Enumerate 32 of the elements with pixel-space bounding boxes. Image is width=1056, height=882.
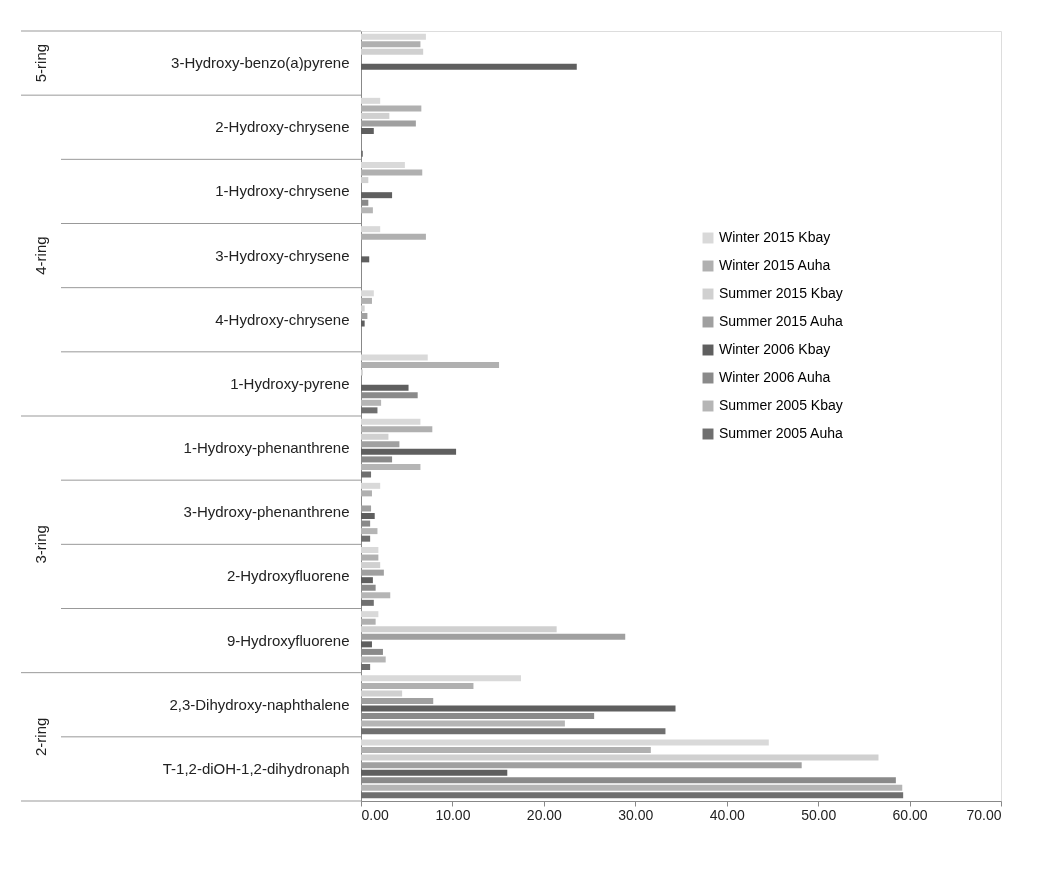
legend-label: Winter 2015 Kbay <box>719 229 831 245</box>
legend-label: Summer 2015 Kbay <box>719 285 843 301</box>
x-tick-label: 0.00 <box>361 806 389 823</box>
x-tick-label: 50.00 <box>801 806 837 823</box>
legend-label: Summer 2015 Auha <box>719 313 843 329</box>
y-tick-label: 2,3-Dihydroxy-naphthalene <box>169 695 350 713</box>
y-tick-label: 3-Hydroxy-phenanthrene <box>183 503 350 521</box>
legend-label: Winter 2015 Auha <box>719 257 831 273</box>
text: 5-ring <box>32 43 49 83</box>
y-tick-label: 3-Hydroxy-chrysene <box>215 246 350 264</box>
text: 2-ring <box>32 717 49 757</box>
legend-label: Winter 2006 Auha <box>719 369 831 385</box>
x-tick-label: 20.00 <box>526 806 563 823</box>
x-tick-label: 60.00 <box>892 806 928 823</box>
text: 4-ring <box>32 236 49 275</box>
y-tick-label: 1-Hydroxy-pyrene <box>230 374 350 392</box>
y-tick-label: 4-Hydroxy-chrysene <box>215 310 350 328</box>
y-tick-label: 2-Hydroxy-chrysene <box>215 118 350 136</box>
legend-label: Winter 2006 Kbay <box>719 341 831 357</box>
y-tick-label: 3-Hydroxy-benzo(a)pyrene <box>171 54 350 72</box>
y-tick-label: 1-Hydroxy-phenanthrene <box>183 439 350 457</box>
legend-label: Summer 2005 Kbay <box>719 397 843 413</box>
x-tick-label: 40.00 <box>709 806 745 823</box>
y-tick-label: 9-Hydroxyfluorene <box>226 631 350 649</box>
y-tick-label: 1-Hydroxy-chrysene <box>215 182 350 200</box>
x-tick-label: 30.00 <box>618 806 654 823</box>
x-tick-label: 70.00 <box>966 806 1002 823</box>
text: 3-ring <box>32 525 49 564</box>
y-tick-label: 2-Hydroxyfluorene <box>226 567 350 585</box>
y-tick-label: T-1,2-diOH-1,2-dihydronaph <box>162 759 350 777</box>
legend-label: Summer 2005 Auha <box>719 425 843 441</box>
x-tick-label: 10.00 <box>435 806 471 823</box>
